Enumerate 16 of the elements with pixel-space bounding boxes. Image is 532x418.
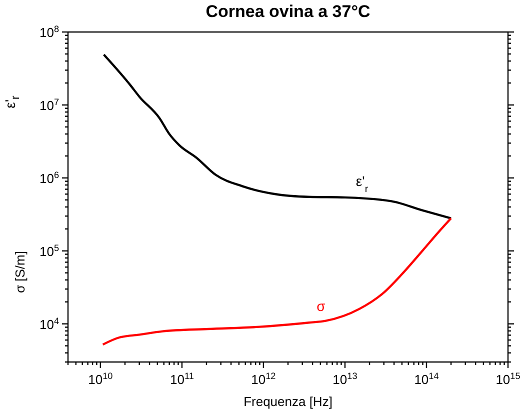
x-tick-label: 10$^{15}$ (496, 371, 520, 387)
x-tick-label: 10$^{12}$ (251, 371, 276, 387)
series-label: ε'$_{r}$ (356, 173, 369, 194)
y-tick-label: 10$^{7}$ (39, 96, 59, 113)
y-tick-label: 10$^{8}$ (39, 24, 59, 40)
series-label: σ (316, 298, 326, 314)
text: σ [S/m] (12, 251, 28, 293)
y-tick-label: 10$^{5}$ (39, 242, 59, 259)
y-tick-label: 10$^{4}$ (39, 316, 59, 332)
y-tick-label: 10$^{6}$ (39, 170, 59, 186)
x-tick-label: 10$^{11}$ (170, 371, 194, 387)
chart-title: Cornea ovina a 37°C (204, 2, 372, 22)
x-axis-title: Frequenza [Hz] (242, 394, 334, 409)
x-tick-label: 10$^{10}$ (88, 371, 113, 387)
x-tick-label: 10$^{13}$ (332, 371, 358, 387)
x-tick-label: 10$^{14}$ (414, 371, 439, 387)
